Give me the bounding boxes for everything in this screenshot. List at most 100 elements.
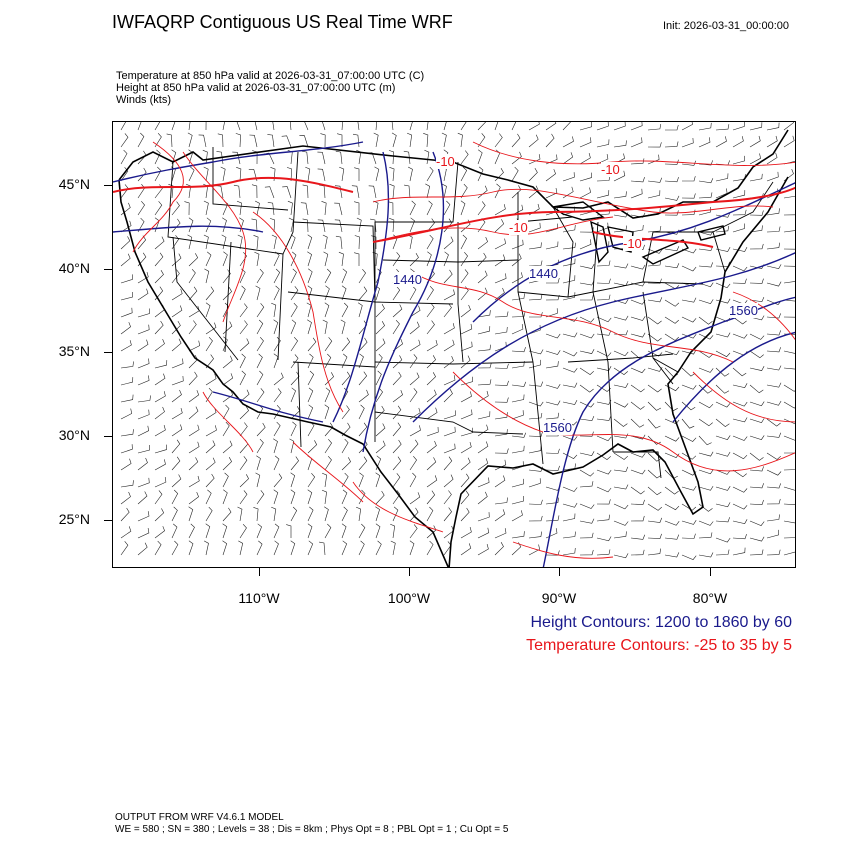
wind-barb: [664, 552, 680, 558]
wind-barb: [137, 425, 150, 437]
wind-barb: [766, 452, 781, 460]
wind-barb: [562, 242, 576, 250]
map-canvas: [113, 122, 795, 567]
wind-barb: [613, 382, 629, 388]
wind-barb: [307, 404, 314, 420]
wind-barb: [528, 478, 541, 488]
wind-barb: [647, 260, 662, 267]
wind-barb: [236, 122, 241, 131]
height-label: 1440: [393, 272, 422, 287]
wind-barb: [358, 404, 365, 420]
wind-barb: [392, 304, 403, 318]
wind-barb: [409, 388, 418, 403]
wind-barb: [545, 169, 556, 182]
wind-barb: [307, 319, 312, 335]
wind-barb: [375, 506, 380, 522]
wind-barb: [647, 418, 661, 429]
wind-barb: [494, 363, 509, 369]
wind-barb: [154, 320, 164, 335]
wind-barb: [320, 133, 326, 148]
wind-barb: [494, 497, 508, 505]
wind-barb: [613, 140, 627, 148]
wind-barb: [579, 239, 592, 250]
wind-barb: [256, 370, 264, 386]
wind-barb: [426, 303, 435, 318]
wind-barb: [528, 242, 542, 250]
wind-barb: [341, 405, 350, 420]
wind-barb: [154, 133, 162, 148]
wind-barb: [443, 251, 449, 267]
wind-barb: [271, 506, 277, 522]
wind-barb: [613, 452, 628, 460]
wind-barb: [630, 122, 643, 131]
wind-barb: [154, 201, 163, 216]
wind-barb: [511, 166, 519, 182]
wind-barb: [299, 135, 309, 148]
wind-barb: [205, 523, 211, 539]
wind-barb: [239, 338, 250, 352]
wind-barb: [392, 389, 403, 403]
wind-barb: [647, 452, 662, 462]
wind-barb: [511, 272, 523, 284]
wind-barb: [647, 548, 661, 556]
wind-barb: [613, 315, 629, 321]
wind-barb: [154, 444, 167, 454]
wind-barb: [511, 347, 526, 353]
wind-barb: [732, 503, 748, 510]
wind-barb: [664, 246, 680, 252]
wind-barb: [477, 411, 491, 420]
wind-barb: [426, 166, 434, 182]
wind-barb: [664, 125, 679, 131]
wind-barb: [187, 132, 193, 148]
wind-barb: [426, 340, 438, 352]
wind-barb: [120, 133, 129, 148]
lat-tick: [104, 269, 112, 270]
wind-barb: [732, 122, 745, 131]
wind-barb: [341, 472, 349, 488]
wind-barb: [596, 435, 612, 442]
wind-barb: [681, 520, 697, 525]
wind-barb: [681, 333, 697, 339]
wind-barb: [205, 457, 216, 471]
wind-barb: [783, 520, 795, 524]
wind-barb: [205, 506, 213, 522]
wind-barb: [426, 440, 437, 454]
wind-barb: [715, 537, 731, 543]
wind-barb: [335, 150, 343, 165]
lon-tick: [409, 568, 410, 576]
wind-barb: [253, 507, 259, 522]
weather-map: -10 -10 -10 -10 1440 1440 1560 1560: [112, 121, 796, 568]
wind-barb: [766, 514, 780, 522]
wind-barb: [205, 407, 217, 420]
wind-barb: [137, 288, 149, 301]
wind-barb: [375, 304, 385, 318]
wind-barb: [528, 531, 542, 539]
temperature-label: -10: [623, 236, 642, 251]
wind-barb: [375, 523, 381, 539]
wind-barb: [198, 134, 207, 148]
wind-barb: [732, 452, 748, 460]
height-label: 1560: [729, 303, 758, 318]
wind-barb: [681, 384, 697, 390]
wind-barb: [596, 452, 611, 460]
wind-barb: [664, 263, 680, 269]
wind-barb: [477, 491, 488, 505]
wind-barb: [188, 340, 201, 352]
wind-barb: [579, 122, 592, 131]
wind-barb: [171, 506, 178, 522]
wind-barb: [426, 426, 439, 437]
wind-barb: [137, 477, 150, 488]
wind-barb: [409, 439, 419, 454]
wind-barb: [579, 431, 594, 437]
wind-barb: [358, 422, 368, 437]
wind-barb: [426, 407, 438, 420]
wind-barb: [681, 160, 697, 166]
wind-barb: [477, 201, 486, 216]
wind-barb: [460, 355, 471, 369]
wind-barb: [596, 122, 609, 131]
wind-barb: [511, 478, 524, 488]
wind-barb: [290, 251, 297, 267]
wind-barb: [307, 523, 313, 539]
lat-label: 25°N: [58, 511, 90, 527]
wind-barb: [477, 149, 483, 165]
